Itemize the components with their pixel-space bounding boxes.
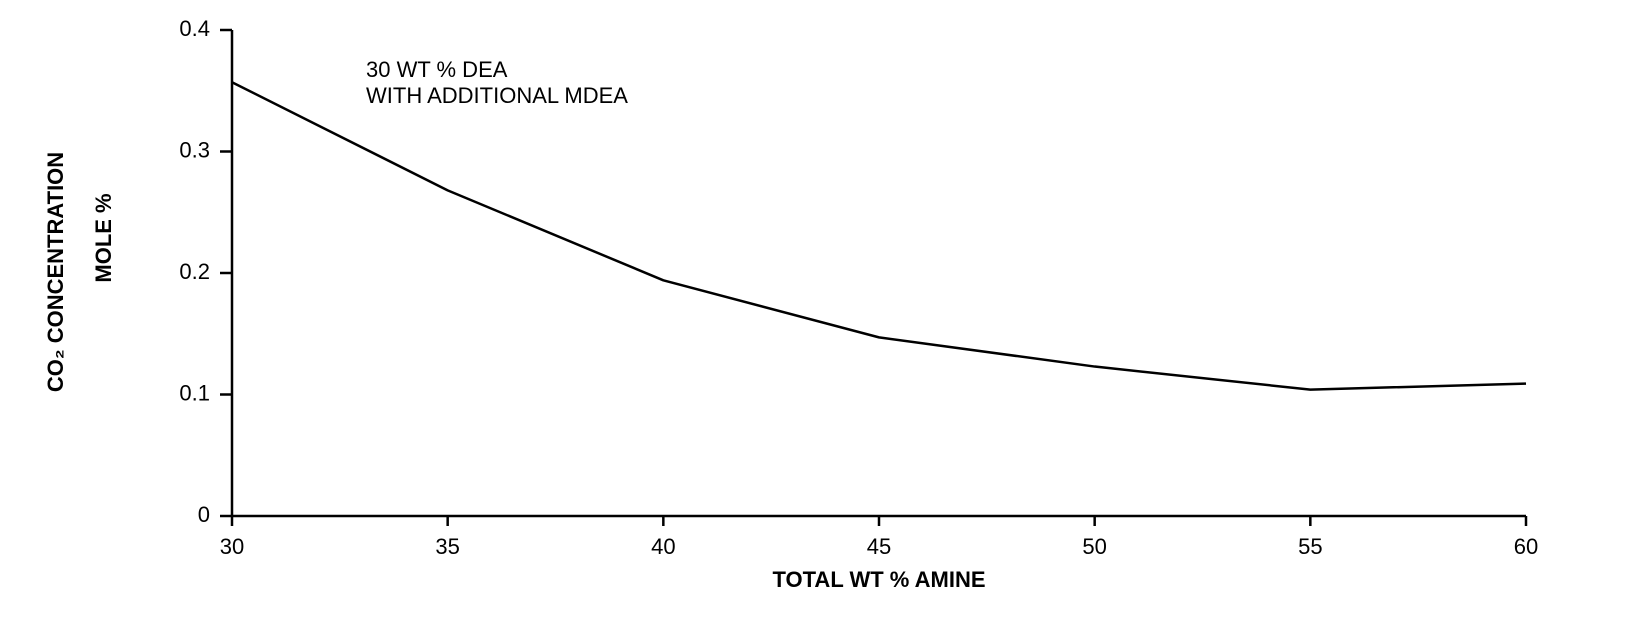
data-line	[231, 81, 1527, 391]
y-axis-title: MOLE %	[91, 193, 116, 282]
x-tick-label: 40	[651, 534, 675, 559]
y-tick-label: 0.4	[179, 16, 210, 41]
x-tick-label: 35	[435, 534, 459, 559]
y-tick-label: 0.3	[179, 137, 210, 162]
x-tick-label: 60	[1514, 534, 1538, 559]
x-tick-label: 30	[220, 534, 244, 559]
y-tick-label: 0	[198, 502, 210, 527]
x-tick-label: 55	[1298, 534, 1322, 559]
y-axis-title: CO₂ CONCENTRATION	[43, 152, 68, 392]
y-tick-label: 0.2	[179, 259, 210, 284]
y-tick-label: 0.1	[179, 380, 210, 405]
x-tick-label: 50	[1082, 534, 1106, 559]
x-tick-label: 45	[867, 534, 891, 559]
x-axis-title: TOTAL WT % AMINE	[772, 567, 985, 592]
annotation: 30 WT % DEA	[366, 57, 508, 82]
annotation: WITH ADDITIONAL MDEA	[366, 83, 628, 108]
